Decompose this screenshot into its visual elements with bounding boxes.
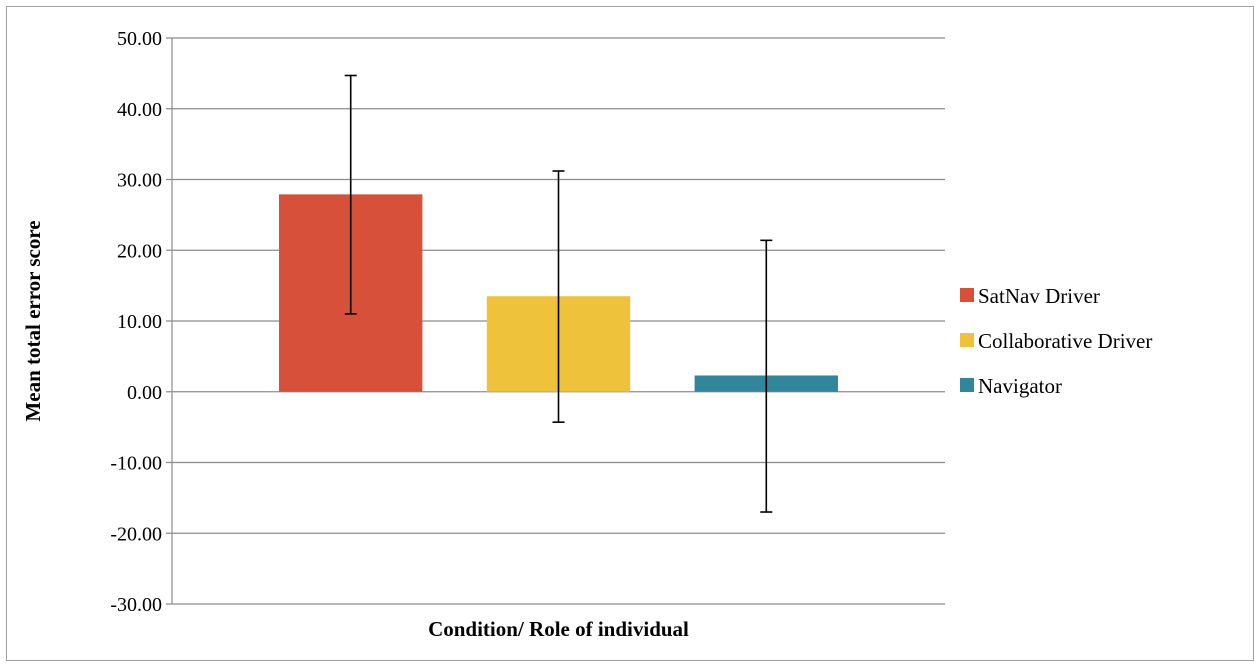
y-tick-label: -30.00: [110, 594, 162, 616]
y-axis-title: Mean total error score: [21, 220, 45, 421]
legend-swatch: [960, 378, 974, 392]
legend: SatNav Driver Collaborative Driver Navigat…: [960, 284, 1152, 398]
y-tick-label: 50.00: [117, 28, 162, 50]
legend-swatch: [960, 288, 974, 302]
y-tick-label: -10.00: [110, 453, 162, 475]
legend-label: Navigator: [978, 374, 1062, 398]
legend-swatch: [960, 333, 974, 347]
y-tick-label: -20.00: [110, 523, 162, 545]
legend-label: Collaborative Driver: [978, 329, 1152, 353]
legend-label: SatNav Driver: [978, 284, 1100, 308]
y-axis-ticks: 50.00 40.00 30.00 20.00 10.00 0.00 -10.00 -20.0…: [110, 28, 162, 616]
y-tick-label: 0.00: [127, 382, 162, 404]
x-axis-title: Condition/ Role of individual: [428, 617, 689, 641]
y-tick-label: 10.00: [117, 311, 162, 333]
y-tick-label: 30.00: [117, 170, 162, 192]
error-bars: [344, 74, 773, 513]
y-tick-label: 20.00: [117, 240, 162, 262]
y-tick-label: 40.00: [117, 99, 162, 121]
